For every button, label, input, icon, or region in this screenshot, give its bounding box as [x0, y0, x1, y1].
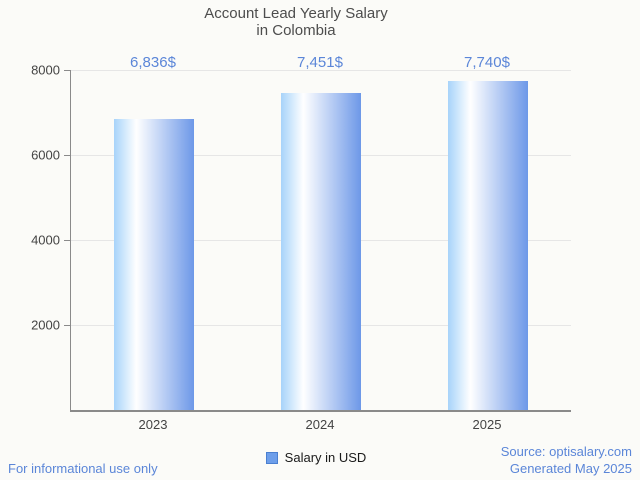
- x-axis-label-2025: 2025: [472, 417, 502, 432]
- generated-date: Generated May 2025: [509, 461, 632, 476]
- source-link[interactable]: Source: optisalary.com: [500, 444, 632, 459]
- y-axis-label-8000: 8000: [31, 62, 60, 78]
- y-axis-tick-4000: [64, 240, 70, 241]
- source-attribution: Source: optisalary.com Generated May 202…: [501, 443, 632, 477]
- disclaimer-text: For informational use only: [8, 461, 158, 476]
- y-axis-tick-6000: [64, 155, 70, 156]
- bar-value-label-2024: 7,451$: [297, 54, 343, 71]
- y-axis-tick-2000: [64, 325, 70, 326]
- bar-2025: [448, 81, 528, 410]
- legend-marker-square-icon: [265, 451, 278, 464]
- plot-area: [70, 70, 571, 412]
- y-axis-tick-8000: [64, 70, 70, 71]
- legend-label: Salary in USD: [284, 450, 367, 465]
- y-axis-label-4000: 4000: [31, 232, 60, 248]
- x-axis-label-2023: 2023: [138, 417, 168, 432]
- chart-title: Account Lead Yearly Salary in Colombia: [0, 5, 592, 39]
- y-axis-label-6000: 6000: [31, 147, 60, 163]
- legend: Salary in USD: [0, 450, 632, 465]
- chart-title-line1: Account Lead Yearly Salary: [204, 5, 388, 22]
- gridline-8000: [71, 70, 571, 71]
- y-axis-label-2000: 2000: [31, 317, 60, 333]
- bar-value-label-2025: 7,740$: [464, 54, 510, 71]
- bar-2024: [281, 93, 361, 410]
- bar-value-label-2023: 6,836$: [130, 54, 176, 71]
- bar-2023: [114, 119, 194, 410]
- chart-title-line2: in Colombia: [256, 22, 336, 39]
- x-axis-label-2024: 2024: [305, 417, 335, 432]
